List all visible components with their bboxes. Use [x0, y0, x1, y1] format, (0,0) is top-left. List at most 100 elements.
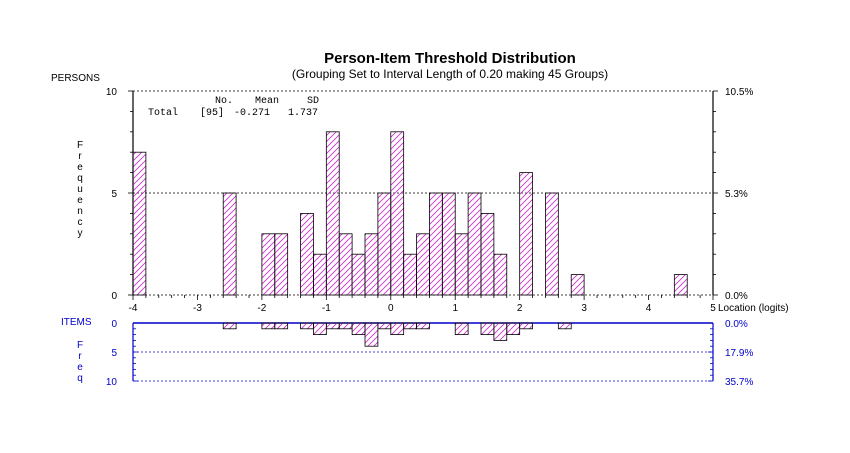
stats-label-total: Total [148, 107, 178, 119]
x-tick-label: 0 [388, 303, 394, 314]
person-bar [222, 192, 237, 296]
person-bar [493, 253, 508, 296]
person-bar [545, 192, 559, 296]
chart-subtitle: (Grouping Set to Interval Length of 0.20… [292, 67, 608, 81]
person-bar [519, 172, 533, 296]
person-bar [364, 233, 379, 296]
persons-label: PERSONS [51, 73, 100, 84]
item-bar [351, 322, 366, 336]
person-bar [454, 233, 469, 296]
stats-mean: -0.271 [234, 108, 270, 119]
item-bar [261, 322, 276, 330]
x-tick-label: -3 [193, 303, 202, 314]
item-y-label-char: F [77, 340, 83, 351]
person-bar [570, 274, 585, 296]
person-pct-tick-label: 5.3% [725, 189, 748, 200]
chart-title: Person-Item Threshold Distribution [324, 50, 576, 67]
person-panel: 0 5 10 0.0% 5.3% 10.5% -4 -3 -2 -1 0 1 2 3 4 5 Locatio… [77, 87, 789, 314]
person-bar [673, 274, 688, 296]
x-tick-label: -4 [129, 303, 138, 314]
x-axis-ticks: -4 -3 -2 -1 0 1 2 3 4 5 [129, 295, 716, 314]
x-tick-label: -2 [257, 303, 266, 314]
person-pct-tick-label: 10.5% [725, 87, 753, 98]
item-pct-tick-label: 35.7% [725, 377, 753, 388]
person-bar [429, 192, 443, 296]
person-bar [313, 253, 327, 296]
person-bar [261, 233, 276, 296]
item-y-ticks: 0 5 10 0.0% 17.9% 35.7% [106, 319, 754, 388]
person-bar [300, 212, 314, 296]
item-bar [313, 322, 327, 336]
item-bar [222, 322, 237, 330]
person-bar [403, 253, 417, 296]
person-bar [467, 192, 482, 296]
item-bar [403, 322, 417, 330]
person-bar [338, 233, 353, 296]
person-y-tick-label: 10 [106, 87, 118, 98]
stats-block: No. Mean SD Total [95] -0.271 1.737 [148, 96, 319, 119]
person-y-label-char: u [77, 184, 83, 195]
item-y-label-char: e [77, 362, 83, 373]
person-bar [325, 131, 340, 296]
person-bar [132, 151, 147, 296]
item-pct-tick-label: 17.9% [725, 348, 753, 359]
item-bars [222, 322, 572, 347]
item-bar [300, 322, 314, 330]
x-tick-label: 5 [710, 303, 716, 314]
person-bar [377, 192, 392, 296]
person-pct-tick-label: 0.0% [725, 291, 748, 302]
person-y-ticks: 0 5 10 0.0% 5.3% 10.5% [106, 87, 754, 302]
stats-no: [95] [200, 107, 224, 119]
stats-sd: 1.737 [288, 108, 318, 119]
person-y-label-char: r [78, 151, 82, 162]
x-tick-label: 3 [581, 303, 587, 314]
person-bar [441, 192, 456, 296]
stats-header-mean: Mean [255, 96, 279, 107]
person-bar [390, 131, 405, 296]
person-y-label-char: y [78, 228, 83, 239]
item-bar [338, 322, 353, 330]
item-pct-tick-label: 0.0% [725, 319, 748, 330]
person-bars [132, 131, 688, 296]
item-y-label-char: q [77, 373, 83, 384]
person-bar [480, 212, 495, 296]
x-tick-label: 1 [452, 303, 458, 314]
x-tick-label: -1 [322, 303, 331, 314]
item-y-label-char: r [78, 351, 82, 362]
x-tick-label: 4 [646, 303, 652, 314]
person-y-tick-label: 0 [111, 291, 117, 302]
item-bar [274, 322, 289, 330]
person-y-label-char: c [78, 217, 83, 228]
person-y-label-char: q [77, 173, 83, 184]
item-bar [454, 322, 469, 336]
person-bar [416, 233, 430, 296]
items-label: ITEMS [61, 317, 92, 328]
item-bar [493, 322, 508, 341]
person-y-label-char: e [77, 195, 83, 206]
stats-header-no: No. [215, 96, 233, 107]
item-bar [557, 322, 572, 330]
x-axis-label: Location (logits) [718, 303, 789, 314]
item-bar [390, 322, 405, 336]
item-bar [325, 322, 340, 330]
item-bar [506, 322, 521, 336]
item-bar [364, 322, 379, 347]
person-y-label-char: n [77, 206, 83, 217]
person-bar [351, 253, 366, 296]
item-y-tick-label: 5 [111, 348, 117, 359]
person-y-label-char: F [77, 140, 83, 151]
item-bar [480, 322, 495, 336]
x-tick-label: 2 [517, 303, 523, 314]
person-bar [274, 233, 289, 296]
person-y-label-char: e [77, 162, 83, 173]
item-bar [519, 322, 533, 330]
stats-header-sd: SD [307, 96, 319, 107]
item-bar [377, 322, 392, 330]
item-bar [416, 322, 430, 330]
item-y-tick-label: 10 [106, 377, 118, 388]
person-y-tick-label: 5 [111, 189, 117, 200]
